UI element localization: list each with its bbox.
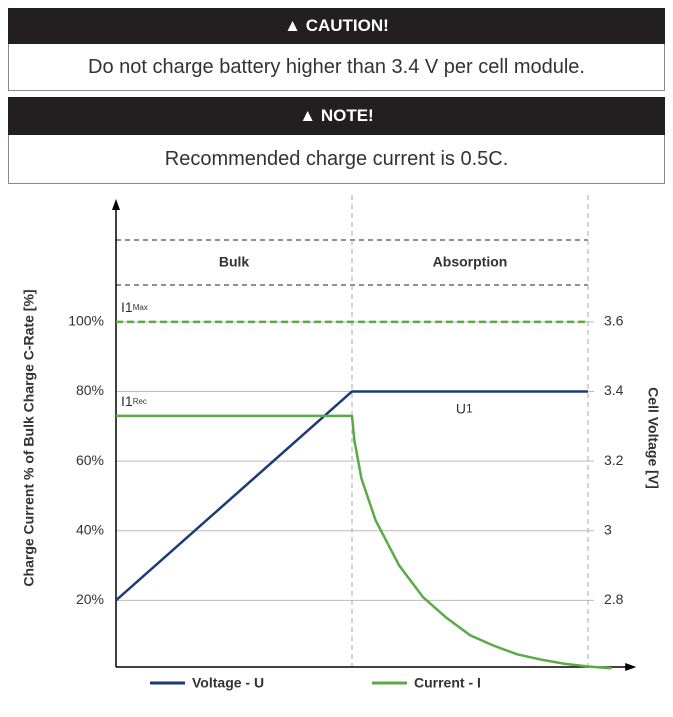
y-tick-label: 20%: [76, 591, 104, 607]
y2-tick-label: 3.6: [604, 313, 624, 329]
y-axis-arrow: [112, 199, 120, 210]
caution-title: ▲ CAUTION!: [8, 8, 665, 44]
caution-text: Do not charge battery higher than 3.4 V …: [8, 44, 665, 91]
annotation-label: I1Max: [121, 299, 148, 315]
annotation-sub: 1: [466, 402, 473, 416]
phase-label: Bulk: [219, 254, 250, 270]
x-axis-arrow: [625, 663, 637, 671]
legend-label: Voltage - U: [192, 675, 264, 691]
y-tick-label: 40%: [76, 521, 104, 537]
annotation-main: U: [456, 400, 466, 416]
annotation-sub: Max: [133, 303, 148, 312]
y2-tick-label: 3.4: [604, 382, 624, 398]
note-title: ▲ NOTE!: [8, 97, 665, 135]
annotation-main: I1: [121, 393, 133, 409]
y2-axis-title: Cell Voltage [V]: [645, 387, 661, 489]
y-tick-label: 60%: [76, 452, 104, 468]
y-tick-label: 100%: [68, 313, 104, 329]
legend-label: Current - I: [414, 675, 481, 691]
annotation-label: I1Rec: [121, 393, 147, 409]
y2-tick-label: 3: [604, 521, 612, 537]
y-axis-title: Charge Current % of Bulk Charge C-Rate […: [21, 289, 37, 586]
y2-tick-label: 2.8: [604, 591, 624, 607]
annotation-label: U1: [456, 400, 473, 416]
annotation-sub: Rec: [133, 397, 147, 406]
y2-tick-label: 3.2: [604, 452, 624, 468]
y-tick-label: 80%: [76, 382, 104, 398]
phase-label: Absorption: [433, 254, 508, 270]
note-text: Recommended charge current is 0.5C.: [8, 135, 665, 184]
series-line: [116, 414, 612, 670]
annotation-main: I1: [121, 299, 133, 315]
series-line: [115, 390, 588, 602]
